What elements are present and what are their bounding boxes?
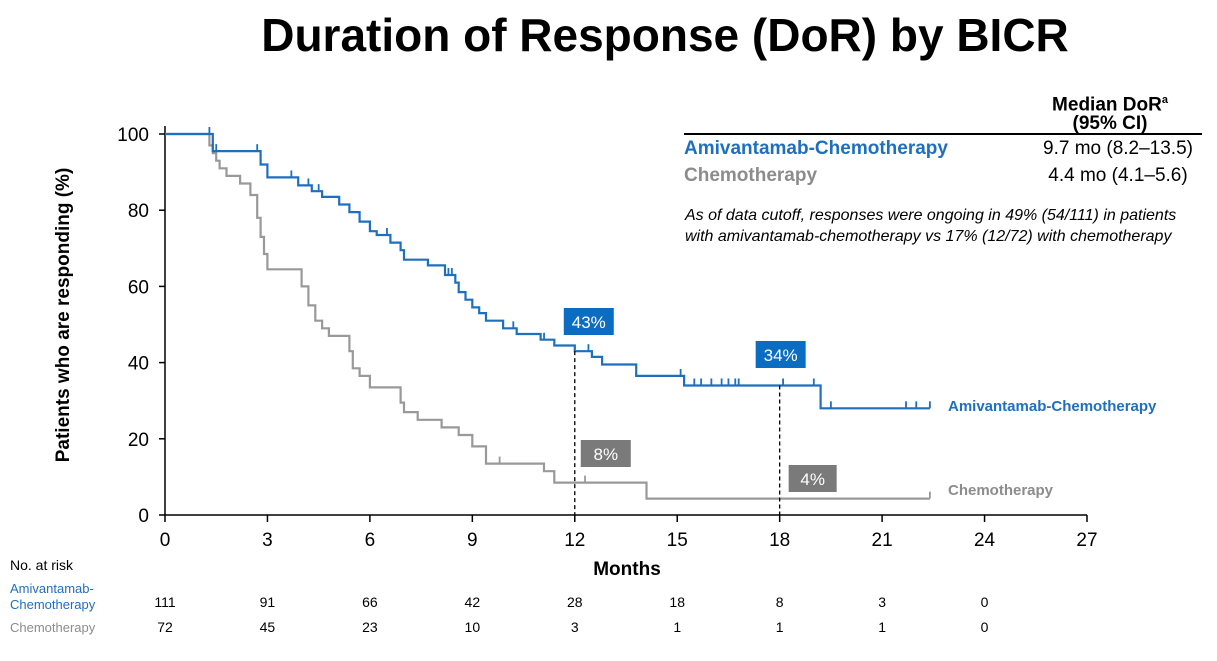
at-risk-value: 3	[878, 594, 886, 610]
median-dor-footnote-mark: a	[1161, 94, 1168, 106]
at-risk-value: 0	[980, 594, 989, 610]
series-end-label: Amivantamab-Chemotherapy	[948, 398, 1157, 415]
annotation-box	[580, 440, 631, 467]
at-risk-value: 91	[259, 594, 276, 610]
y-tick-label: 20	[128, 430, 149, 451]
page-title: Duration of Response (DoR) by BICR	[261, 9, 1069, 61]
y-tick-label: 0	[138, 506, 149, 527]
series-name-chemotherapy: Chemotherapy	[684, 165, 818, 186]
y-tick-label: 40	[128, 354, 149, 375]
axes: 0 3 6 9 12 15 18 21 24 27 0 20 40 60 80 100	[117, 125, 1097, 551]
annotation-box	[755, 341, 806, 368]
annotation-box	[788, 465, 837, 492]
at-risk-value: 28	[566, 594, 583, 610]
at-risk-label-line: Chemotherapy	[10, 597, 96, 612]
at-risk-value: 18	[669, 594, 685, 610]
x-tick-label: 18	[769, 530, 790, 551]
data-cutoff-note: As of data cutoff, responses were ongoin…	[685, 207, 1177, 245]
at-risk-value: 0	[980, 619, 989, 635]
series-line	[165, 132, 930, 410]
table-row-chemotherapy: Chemotherapy 4.4 mo (4.1–5.6)	[684, 165, 1214, 191]
at-risk-value: 42	[464, 594, 481, 610]
at-risk-title: No. at risk	[10, 557, 74, 573]
y-axis-label: Patients who are responding (%)	[53, 168, 74, 463]
annotation-label: 34%	[764, 346, 798, 365]
annotation-box	[563, 308, 614, 335]
median-dor-header-text: Median DoR	[1052, 94, 1162, 116]
x-tick-label: 27	[1076, 530, 1097, 551]
x-tick-label: 21	[872, 530, 893, 551]
at-risk-value: 111	[154, 594, 176, 610]
y-tick-label: 60	[128, 277, 149, 298]
annotation-label: 4%	[800, 470, 825, 489]
y-tick-label: 100	[117, 125, 149, 146]
at-risk-value: 72	[157, 619, 173, 635]
table-row-amivantamab: Amivantamab-Chemotherapy 9.7 mo (8.2–13.…	[684, 138, 1214, 164]
at-risk-value: 3	[570, 619, 579, 635]
x-axis-label: Months	[593, 559, 661, 580]
table-rule	[684, 133, 1202, 135]
at-risk-value: 1	[878, 619, 886, 635]
median-dor-header: Median DoRa	[1010, 89, 1210, 116]
x-tick-label: 24	[974, 530, 996, 551]
annotation-label: 43%	[572, 313, 606, 332]
at-risk-value: 1	[775, 619, 784, 635]
at-risk-label-amivantamab: Amivantamab- Chemotherapy	[10, 581, 95, 613]
at-risk-label-line: Amivantamab-	[10, 581, 94, 596]
at-risk-value: 1	[673, 619, 682, 635]
x-tick-label: 15	[667, 530, 688, 551]
at-risk-value: 8	[775, 594, 784, 610]
x-tick-label: 3	[262, 530, 273, 551]
at-risk-label-chemotherapy: Chemotherapy	[10, 620, 96, 635]
series-end-label: Chemotherapy	[948, 482, 1054, 499]
at-risk-value: 23	[362, 619, 378, 635]
series-line	[165, 132, 930, 500]
annotation-label: 8%	[593, 445, 618, 464]
median-value-chemotherapy: 4.4 mo (4.1–5.6)	[1048, 165, 1188, 186]
y-tick-label: 80	[128, 201, 149, 222]
x-tick-label: 12	[564, 530, 585, 551]
at-risk-value: 45	[259, 619, 276, 635]
x-tick-label: 0	[160, 530, 171, 551]
median-value-amivantamab: 9.7 mo (8.2–13.5)	[1043, 138, 1193, 159]
series-layer	[165, 127, 931, 500]
series-name-amivantamab: Amivantamab-Chemotherapy	[684, 138, 948, 159]
annotation-layer: 43% 34% 8% 4% Amivantamab-Chemotherapy Chemot…	[563, 308, 1157, 515]
at-risk-value: 10	[464, 619, 481, 635]
x-tick-label: 6	[365, 530, 376, 551]
at-risk-value: 66	[362, 594, 378, 610]
x-tick-label: 9	[467, 530, 478, 551]
median-dor-ci-header: (95% CI)	[1072, 113, 1148, 134]
